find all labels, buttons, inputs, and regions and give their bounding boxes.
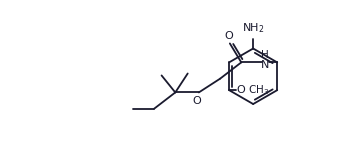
Text: NH$_2$: NH$_2$ bbox=[242, 21, 264, 35]
Text: CH$_3$: CH$_3$ bbox=[248, 83, 269, 97]
Text: H: H bbox=[261, 50, 269, 60]
Text: N: N bbox=[261, 60, 269, 70]
Text: O: O bbox=[193, 96, 202, 106]
Text: O: O bbox=[225, 31, 234, 41]
Text: O: O bbox=[237, 85, 245, 95]
